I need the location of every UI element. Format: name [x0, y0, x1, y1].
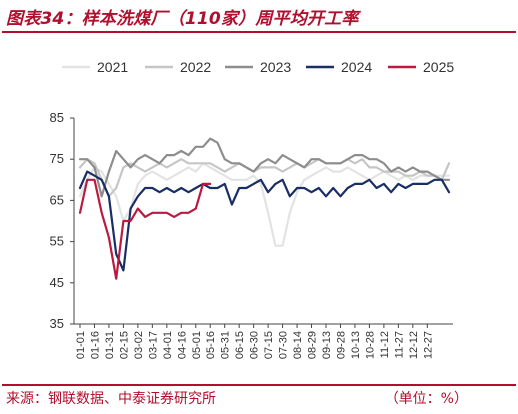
- x-tick-label: 05-01: [191, 331, 203, 359]
- x-tick-label: 07-15: [263, 331, 275, 359]
- series-line-2021: [78, 162, 451, 247]
- y-tick-label: 85: [50, 110, 64, 125]
- series-line-2024: [78, 170, 451, 272]
- x-tick-label: 06-30: [249, 331, 261, 359]
- y-tick-label: 35: [50, 316, 64, 331]
- y-tick-label: 65: [50, 192, 64, 207]
- footer-divider: [2, 384, 516, 386]
- x-tick-label: 12-12: [408, 331, 420, 359]
- axes: 35 45 55 65 75 85 01-01 01-16 01-31 02-15 03-02 03-…: [50, 110, 453, 359]
- x-tick-label: 03-02: [133, 331, 145, 359]
- x-tick-label: 10-13: [350, 331, 362, 359]
- x-tick-label: 01-01: [75, 331, 87, 359]
- x-tick-label: 05-31: [220, 331, 232, 359]
- chart-title: 图表34：样本洗煤厂（110家）周平均开工率: [6, 9, 359, 29]
- x-tick-label: 04-01: [162, 331, 174, 359]
- source-note: 来源：钢联数据、中泰证券研究所: [6, 391, 216, 407]
- x-tick-label: 08-14: [292, 331, 304, 359]
- legend: 2021 2022 2023 2024 2025: [62, 59, 454, 75]
- x-tick-label: 09-28: [335, 331, 347, 359]
- legend-label-2024: 2024: [341, 59, 372, 75]
- series-line-2022: [78, 158, 451, 198]
- x-tick-label: 09-13: [321, 331, 333, 359]
- x-tick-label: 11-27: [393, 331, 405, 358]
- series-lines: [78, 137, 451, 280]
- unit-note: （单位：%）: [384, 391, 468, 407]
- x-tick-label: 04-16: [176, 331, 188, 359]
- x-tick-label: 01-31: [104, 331, 116, 359]
- x-tick-label: 06-15: [234, 331, 246, 359]
- y-tick-label: 45: [50, 275, 64, 290]
- x-tick-label: 03-17: [147, 331, 159, 359]
- legend-label-2025: 2025: [423, 59, 454, 75]
- series-line-2025: [78, 178, 212, 280]
- x-tick-label: 01-16: [89, 331, 101, 359]
- title-divider: [2, 31, 516, 33]
- legend-label-2023: 2023: [260, 59, 291, 75]
- x-tick-label: 02-15: [118, 331, 130, 359]
- x-tick-label: 08-29: [307, 331, 319, 359]
- x-tick-label: 11-12: [379, 331, 391, 358]
- x-tick-label: 12-27: [422, 331, 434, 359]
- x-tick-label: 07-30: [278, 331, 290, 359]
- legend-label-2022: 2022: [180, 59, 211, 75]
- x-tick-label: 10-28: [364, 331, 376, 359]
- y-tick-label: 55: [50, 234, 64, 249]
- y-tick-label: 75: [50, 151, 64, 166]
- series-line-2023: [78, 137, 451, 198]
- x-tick-label: 05-16: [205, 331, 217, 359]
- legend-label-2021: 2021: [97, 59, 128, 75]
